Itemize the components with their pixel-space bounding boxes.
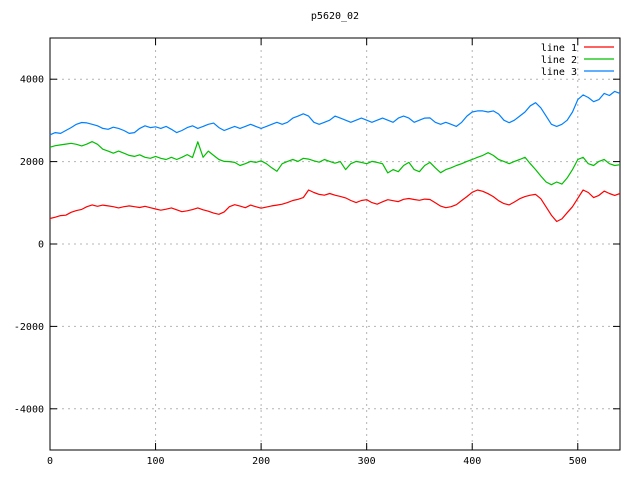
series-line-1 <box>49 189 621 223</box>
y-tick-label: -2000 <box>14 322 44 333</box>
chart-title: p5620_02 <box>311 11 359 22</box>
grid-lines <box>50 38 620 450</box>
x-tick-label: 0 <box>47 456 53 467</box>
x-axis-tick-labels: 0 100 200 300 400 500 <box>47 456 587 467</box>
legend-label-2: line 2 <box>541 55 577 66</box>
x-tick-label: 300 <box>358 456 376 467</box>
y-axis-tick-labels: -4000 -2000 0 2000 4000 <box>14 75 44 416</box>
y-tick-label: -4000 <box>14 404 44 415</box>
y-tick-label: 0 <box>38 240 44 251</box>
series-lines <box>49 90 621 223</box>
y-tick-label: 2000 <box>20 157 44 168</box>
y-tick-label: 4000 <box>20 75 44 86</box>
legend-label-1: line 1 <box>541 43 577 54</box>
x-tick-label: 400 <box>463 456 481 467</box>
x-tick-label: 100 <box>147 456 165 467</box>
series-line-3 <box>49 90 621 136</box>
series-line-2 <box>49 141 621 186</box>
axis-ticks <box>49 38 620 450</box>
legend-label-3: line 3 <box>541 67 577 78</box>
x-tick-label: 500 <box>569 456 587 467</box>
x-tick-label: 200 <box>252 456 270 467</box>
